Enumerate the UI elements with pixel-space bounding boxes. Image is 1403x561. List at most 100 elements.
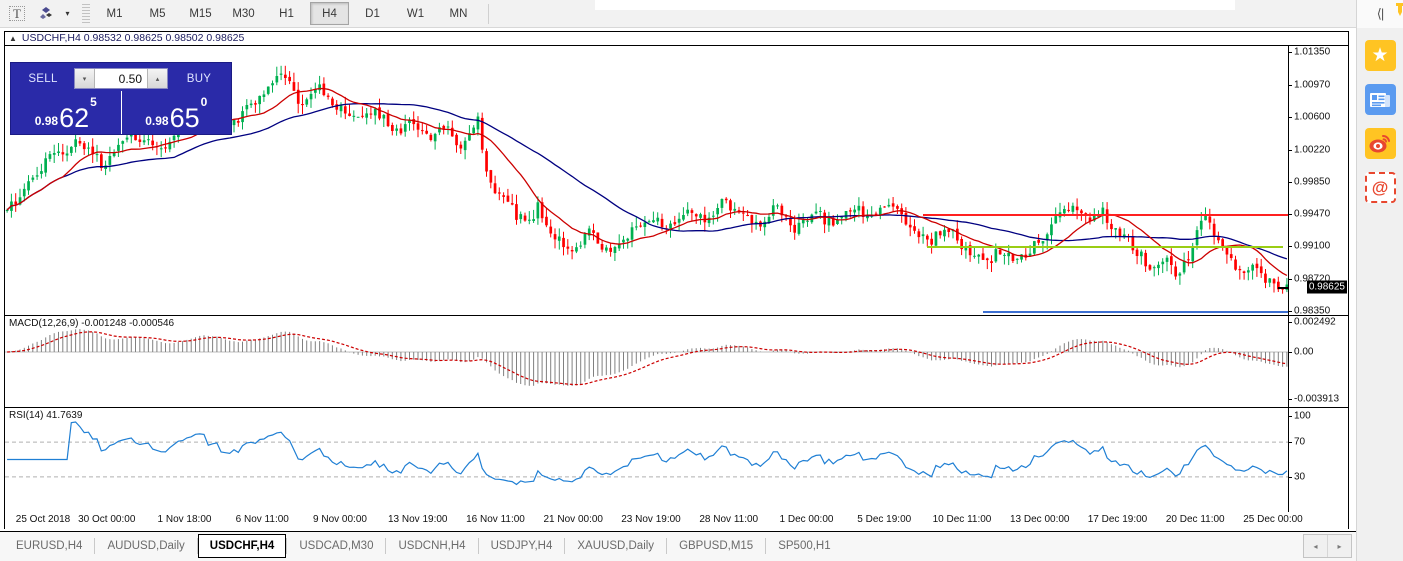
buy-button[interactable]: BUY [186, 72, 212, 85]
price-tick [1289, 181, 1292, 183]
time-tick-label: 21 Nov 00:00 [543, 514, 604, 525]
timeframe-d1[interactable]: D1 [365, 7, 380, 20]
timeframe-mn[interactable]: MN [449, 7, 468, 20]
time-tick-label: 13 Dec 00:00 [1010, 514, 1070, 525]
macd-plot-area[interactable] [5, 316, 1288, 407]
timeframe-h4[interactable]: H4 [310, 2, 349, 25]
timeframe-h1[interactable]: H1 [279, 7, 294, 20]
sidebar-item-news[interactable] [1364, 84, 1396, 115]
volume-input[interactable]: 0.50 [95, 69, 147, 88]
macd-tick-label: 0.002492 [1294, 316, 1336, 328]
time-tick-label: 28 Nov 11:00 [699, 514, 759, 525]
tab-separator [765, 538, 767, 554]
chart-tab-usdchf-h4[interactable]: USDCHF,H4 [197, 534, 287, 558]
sell-price-big: 62 [59, 103, 90, 133]
resistance-line[interactable] [923, 214, 1288, 217]
rsi-pane[interactable]: RSI(14) 41.7639 100 70 30 [5, 408, 1348, 512]
symbol-info-line: ▲ USDCHF,H4 0.98532 0.98625 0.98502 0.98… [5, 32, 1348, 46]
price-tick [1289, 214, 1292, 216]
time-tick-label: 9 Nov 00:00 [313, 514, 367, 525]
rsi-plot-area[interactable] [5, 408, 1288, 512]
buy-price-prefix: 0.98 [145, 114, 169, 128]
price-tick-label: 0.98720 [1294, 273, 1331, 285]
objects-tool-icon[interactable] [34, 2, 60, 26]
rsi-tick [1289, 476, 1292, 478]
text-tool-icon[interactable]: T [3, 2, 31, 26]
chart-tab-sp500-h1[interactable]: SP500,H1 [778, 540, 831, 552]
sidebar-item-email[interactable]: @ [1364, 172, 1396, 203]
timeframe-m5[interactable]: M5 [149, 7, 166, 20]
price-tick [1289, 52, 1292, 53]
time-tick-label: 13 Nov 19:00 [388, 514, 448, 525]
timeframe-m1[interactable]: M1 [106, 7, 123, 20]
price-tick-label: 0.99470 [1294, 208, 1331, 220]
timeframe-m15[interactable]: M15 [189, 7, 212, 20]
macd-pane[interactable]: MACD(12,26,9) -0.001248 -0.000546 0.0024… [5, 316, 1348, 408]
macd-axis[interactable]: 0.002492 0.00 -0.003913 [1288, 316, 1348, 407]
timeframe-w1[interactable]: W1 [406, 7, 425, 20]
chart-tab-usdcnh-h4[interactable]: USDCNH,H4 [398, 540, 466, 552]
macd-label: MACD(12,26,9) -0.001248 -0.000546 [9, 318, 175, 329]
chart-window[interactable]: ▲ USDCHF,H4 0.98532 0.98625 0.98502 0.98… [4, 31, 1349, 530]
volume-decrement-button[interactable]: ▾ [75, 69, 95, 88]
tab-scroll-left-button[interactable]: ◂ [1313, 541, 1318, 551]
price-tick-label: 1.00600 [1294, 111, 1331, 123]
weibo-icon [1369, 134, 1390, 152]
support-line[interactable] [926, 246, 1283, 249]
macd-tick [1289, 322, 1292, 323]
price-axis[interactable]: 1.01350 1.00970 1.00600 1.00220 0.99850 0.994… [1288, 46, 1348, 317]
tab-separator [666, 538, 668, 554]
header-spacer [595, 0, 1235, 10]
price-plot-area[interactable] [5, 46, 1288, 315]
sell-price-prefix: 0.98 [34, 114, 59, 128]
time-axis[interactable]: 25 Oct 2018 30 Oct 00:00 1 Nov 18:00 6 Nov … [5, 512, 1348, 530]
timeframe-group: M1 M5 M15 M30 H1 H4 D1 W1 MN [95, 2, 482, 25]
price-tick-label: 1.00220 [1294, 144, 1331, 156]
rsi-axis[interactable]: 100 70 30 [1288, 408, 1348, 512]
rsi-tick [1289, 416, 1292, 417]
volume-stepper[interactable]: ▾ 0.50 ▴ [74, 68, 168, 89]
price-tick-label: 1.01350 [1294, 46, 1331, 58]
sidebar-item-favorites[interactable]: ★ [1364, 40, 1396, 71]
macd-tick [1289, 399, 1292, 400]
target-line[interactable] [983, 311, 1288, 313]
sidebar-item-weibo[interactable] [1364, 128, 1396, 159]
volume-increment-button[interactable]: ▴ [147, 69, 167, 88]
current-price-label: 0.98625 [1306, 280, 1347, 294]
favorites-star-icon: ★ [1371, 45, 1389, 66]
price-pane[interactable]: 1.01350 1.00970 1.00600 1.00220 0.99850 0.994… [5, 46, 1348, 317]
rsi-tick [1289, 442, 1292, 444]
tab-scroll-right-button[interactable]: ▸ [1327, 535, 1351, 557]
tab-separator [477, 538, 479, 554]
buy-price-display[interactable]: 0.98 65 0 [120, 91, 232, 134]
sell-price-display[interactable]: 0.98 62 5 [11, 91, 121, 134]
objects-dropdown-caret[interactable]: ▾ [60, 2, 75, 26]
caret-down-icon: ▾ [65, 9, 70, 18]
tab-scroll-controls[interactable]: ◂ ▸ [1303, 534, 1352, 558]
rsi-tick-label: 30 [1294, 471, 1306, 483]
time-tick-label: 6 Nov 11:00 [235, 514, 289, 525]
chart-tabs: EURUSD,H4 AUDUSD,Daily USDCHF,H4 USDCAD,M30… [0, 532, 1303, 561]
rsi-tick-label: 70 [1294, 436, 1306, 448]
price-tick-label: 1.00970 [1294, 79, 1331, 91]
tab-separator [564, 538, 566, 554]
time-tick-label: 16 Nov 11:00 [466, 514, 525, 525]
sell-button[interactable]: SELL [28, 72, 58, 85]
chart-collapse-arrow-icon[interactable]: ▲ [9, 33, 17, 43]
chart-tab-usdcad-m30[interactable]: USDCAD,M30 [299, 540, 374, 552]
chart-tab-eurusd-h4[interactable]: EURUSD,H4 [16, 540, 83, 552]
pin-icon[interactable] [1393, 2, 1403, 21]
toolbar-drag-grip[interactable] [82, 4, 90, 23]
chart-tab-gbpusd-m15[interactable]: GBPUSD,M15 [679, 540, 754, 552]
price-tick [1289, 149, 1292, 151]
one-click-trading-panel[interactable]: SELL ▾ 0.50 ▴ BUY 0.98 62 5 0.98 [10, 62, 232, 135]
time-tick-label: 25 Dec 00:00 [1243, 514, 1303, 525]
price-tick [1289, 279, 1292, 281]
collapse-sidebar-icon[interactable]: ⟨| [1376, 6, 1385, 21]
chart-tab-audusd-daily[interactable]: AUDUSD,Daily [107, 540, 185, 552]
chart-tab-xauusd-daily[interactable]: XAUUSD,Daily [577, 540, 655, 552]
chart-tab-usdjpy-h4[interactable]: USDJPY,H4 [490, 540, 553, 552]
time-tick-label: 1 Nov 18:00 [157, 514, 212, 525]
timeframe-m30[interactable]: M30 [232, 7, 255, 20]
